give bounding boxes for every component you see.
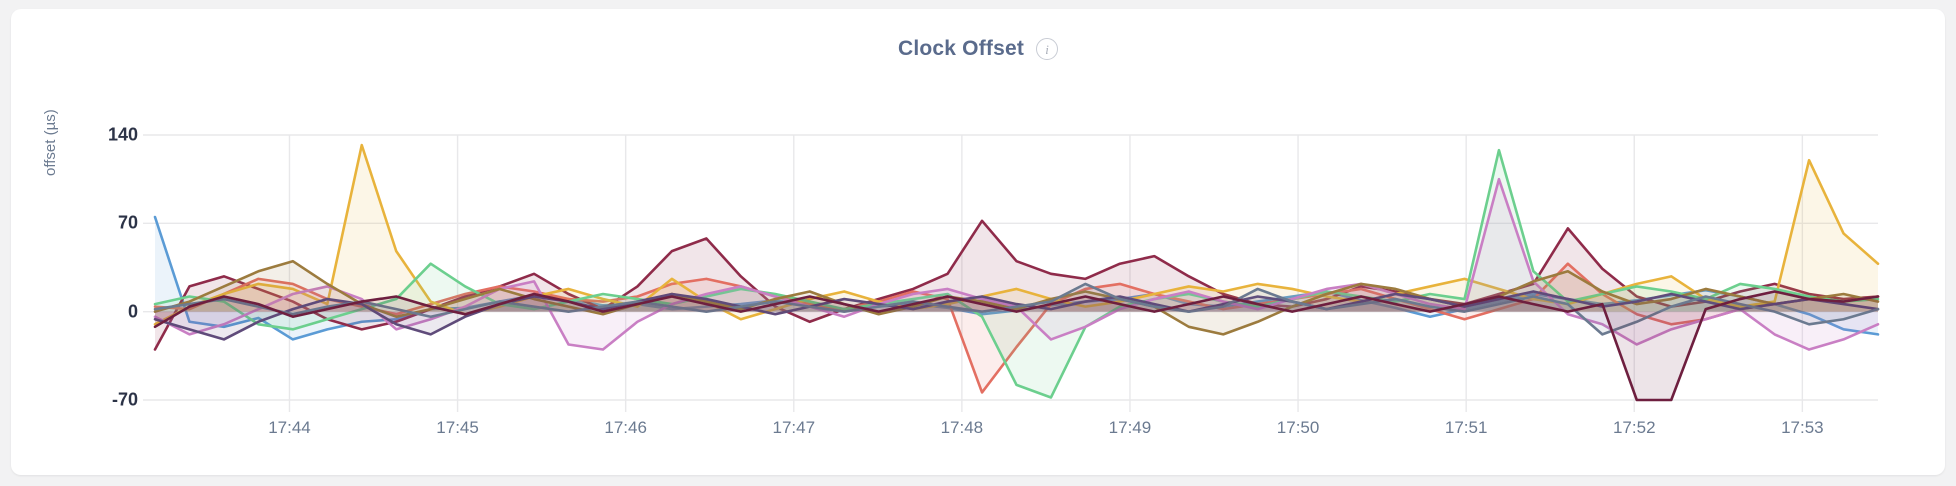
x-axis-tick-label: 17:53	[1781, 418, 1824, 437]
chart-header: Clock Offset i	[11, 37, 1945, 61]
y-axis-tick-label: 70	[117, 212, 138, 233]
x-axis-tick-label: 17:52	[1612, 418, 1656, 437]
y-axis-ticks: 140 70 0 -70	[78, 0, 138, 486]
x-axis-tick-label: 17:50	[1276, 418, 1320, 437]
y-axis-tick-label: 0	[127, 301, 138, 322]
info-icon[interactable]: i	[1036, 38, 1059, 60]
x-axis-tick-label: 17:46	[604, 418, 647, 437]
x-axis-tick-label: 17:44	[268, 418, 311, 437]
page-title: Clock Offset	[897, 37, 1025, 60]
x-axis-tick-label: 17:48	[940, 418, 984, 437]
x-axis-tick-label: 17:51	[1444, 418, 1488, 437]
x-axis-tick-label: 17:49	[1108, 418, 1152, 437]
x-axis-tick-label: 17:45	[436, 418, 479, 437]
x-axis-tick-label: 17:47	[772, 418, 816, 437]
y-axis-tick-label: 140	[107, 124, 138, 145]
y-axis-tick-label: -70	[111, 389, 138, 410]
chart-card: Clock Offset i	[11, 9, 1945, 475]
